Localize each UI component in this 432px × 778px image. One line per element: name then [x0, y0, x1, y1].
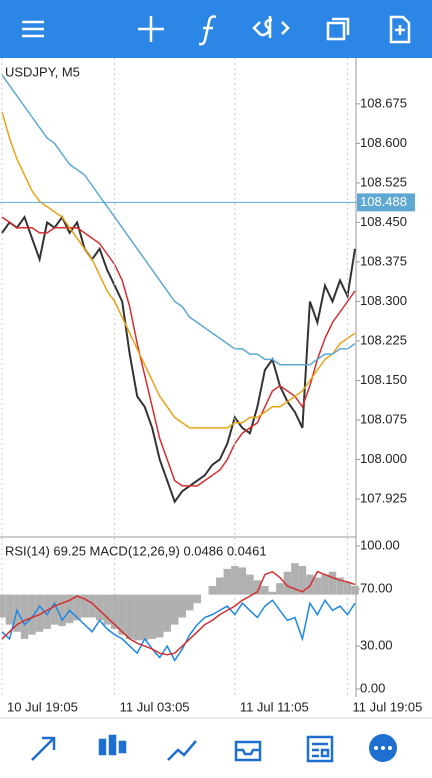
chart-title: USDJPY, M5 [5, 64, 80, 79]
series-line [1, 598, 356, 662]
y-tick-label: 108.150 [360, 372, 407, 387]
histogram-bar [170, 594, 179, 625]
histogram-bar [28, 594, 36, 635]
histogram-bar [50, 594, 59, 625]
histogram-bar [313, 577, 322, 595]
histogram-bar [193, 594, 202, 604]
series-line [1, 570, 356, 656]
chat-tab[interactable] [369, 734, 397, 762]
y-tick-label: 108.000 [360, 451, 407, 466]
y-tick-label: 30.00 [360, 638, 393, 653]
series-line [1, 111, 356, 429]
histogram-bar [283, 571, 292, 595]
current-price-label: 108.488 [360, 194, 407, 209]
histogram-bar [351, 586, 359, 595]
histogram-bar [103, 594, 111, 625]
histogram-bar [73, 594, 81, 621]
menu-button[interactable] [22, 20, 44, 38]
histogram-bar [0, 594, 6, 618]
current-price-box [357, 193, 415, 212]
histogram-bar [328, 571, 337, 595]
histogram-bar [148, 594, 156, 639]
histogram-bar [88, 594, 96, 618]
histogram-bar [133, 594, 141, 641]
histogram-bar [216, 577, 224, 595]
histogram-bar [178, 594, 187, 618]
y-tick-label: 70.00 [360, 580, 393, 595]
y-tick-label: 108.525 [360, 174, 407, 189]
histogram-bar [80, 594, 89, 618]
histogram-bar [223, 568, 232, 595]
histogram-bar [321, 574, 329, 595]
x-tick-label: 10 Jul 19:05 [7, 699, 78, 714]
histogram-bar [261, 586, 269, 595]
x-tick-label: 11 Jul 19:05 [352, 699, 422, 714]
y-tick-label: 108.300 [360, 293, 407, 308]
chart-title: RSI(14) 69.25 MACD(12,26,9) 0.0486 0.046… [5, 543, 267, 558]
trade-tab[interactable] [167, 740, 197, 761]
windows-button[interactable] [326, 17, 350, 41]
bottom-icons [31, 734, 397, 763]
series-line [1, 216, 356, 487]
histogram-bar [5, 594, 14, 625]
histogram-bar [208, 586, 217, 595]
histogram-bar [140, 594, 149, 641]
y-tick-label: 108.075 [360, 411, 407, 426]
histogram-bar [238, 567, 247, 595]
chart-tab[interactable] [98, 734, 127, 756]
y-tick-label: 107.925 [360, 490, 407, 505]
indicators-button[interactable] [198, 15, 217, 46]
quotes-tab[interactable] [31, 736, 56, 761]
top-bar [0, 0, 432, 58]
new-order-button[interactable] [389, 15, 411, 44]
histogram-bar [163, 594, 171, 632]
histogram-bar [118, 594, 126, 635]
histogram-bar [95, 594, 104, 621]
histogram-bar [298, 566, 307, 595]
histogram-bar [65, 594, 74, 624]
trade-button[interactable] [252, 16, 290, 38]
series-line [1, 74, 356, 366]
histogram-bar [110, 594, 119, 629]
x-tick-label: 11 Jul 11:05 [240, 699, 309, 714]
histogram-bar [35, 594, 44, 632]
histogram-bar [246, 574, 254, 595]
histogram-bar [155, 594, 164, 638]
histogram-bar [268, 591, 277, 595]
histogram-bar [186, 594, 194, 611]
series-line [1, 214, 356, 504]
y-tick-label: 108.675 [360, 95, 407, 110]
x-tick-label: 11 Jul 03:05 [120, 699, 190, 714]
top-icons [22, 15, 411, 46]
chart-area: 108.675 108.600 108.525 108.450 108.375 108.3… [0, 58, 422, 714]
histogram-bar [276, 583, 284, 595]
histogram-bar [253, 580, 262, 595]
histogram-bar [231, 566, 239, 595]
histogram-bar [336, 577, 344, 595]
y-tick-label: 108.600 [360, 135, 407, 150]
y-tick-label: 100.00 [360, 537, 400, 552]
crosshair-button[interactable] [138, 16, 164, 42]
y-tick-label: 108.225 [360, 332, 407, 347]
histogram-bar [125, 594, 134, 639]
y-tick-label: 0.00 [360, 680, 385, 695]
y-tick-label: 108.375 [360, 253, 407, 268]
y-tick-label: 108.450 [360, 214, 407, 229]
histogram-bar [43, 594, 51, 629]
histogram-bar [291, 563, 299, 595]
news-tab[interactable] [306, 735, 334, 763]
histogram-bar [58, 594, 66, 627]
history-tab[interactable] [234, 740, 262, 762]
histogram-bar [20, 594, 29, 639]
histogram-bar [343, 581, 352, 595]
